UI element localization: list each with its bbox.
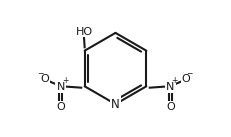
Text: N: N [111, 98, 120, 111]
Text: N: N [166, 82, 174, 92]
Text: −: − [37, 69, 44, 78]
Text: O: O [56, 102, 65, 112]
Text: O: O [41, 75, 49, 84]
Text: −: − [186, 69, 193, 78]
Text: +: + [172, 76, 178, 85]
Text: +: + [62, 76, 68, 85]
Text: HO: HO [75, 27, 93, 36]
Text: N: N [57, 82, 65, 92]
Text: O: O [166, 102, 175, 112]
Text: O: O [182, 75, 190, 84]
